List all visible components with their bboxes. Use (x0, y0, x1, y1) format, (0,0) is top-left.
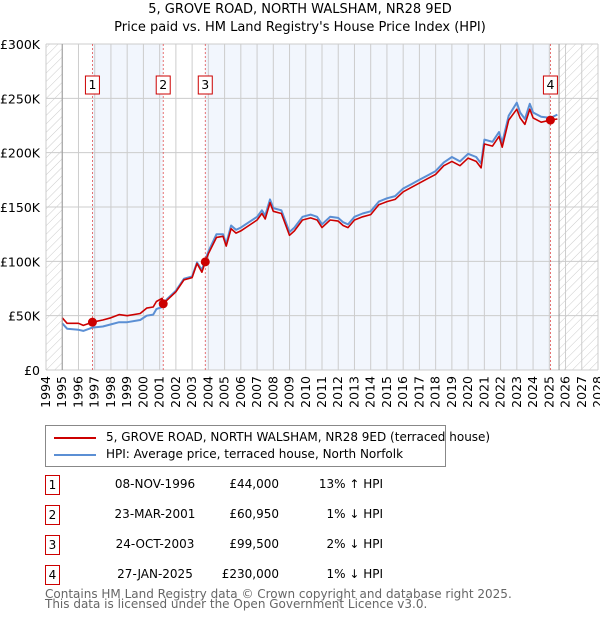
transaction-price: £60,950 (229, 507, 279, 521)
legend-item-hpi: HPI: Average price, terraced house, Nort… (46, 447, 445, 463)
x-tick-label: 2000 (135, 376, 150, 408)
legend-swatch-blue (54, 454, 96, 456)
sale-marker-box (84, 75, 100, 95)
x-tick-label: 2026 (558, 376, 573, 408)
x-tick-label: 2012 (330, 376, 345, 408)
x-tick-label: 2020 (460, 376, 475, 408)
x-tick-label: 2002 (168, 376, 183, 408)
chart-subtitle: Price paid vs. HM Land Registry's House … (114, 20, 486, 35)
x-tick-label: 2014 (363, 376, 378, 408)
y-tick-label: £100K (0, 254, 41, 269)
transaction-row: 4 27-JAN-2025 £230,000 1% ↓ HPI (45, 565, 385, 585)
x-tick-label: 2015 (379, 376, 394, 408)
x-tick-label: 2019 (444, 376, 459, 408)
sale-marker-label: 1 (88, 77, 96, 92)
x-tick-label: 2023 (509, 376, 524, 408)
sale-marker-box (542, 75, 558, 95)
x-tick-label: 1995 (54, 376, 69, 408)
y-tick-label: £50K (8, 309, 41, 324)
footer-attribution: Contains HM Land Registry data © Crown c… (45, 587, 512, 611)
x-tick-label: 2028 (590, 376, 600, 408)
sale-point (158, 299, 168, 309)
transaction-date: 23-MAR-2001 (114, 507, 196, 521)
x-tick-label: 2010 (298, 376, 313, 408)
transaction-price: £230,000 (221, 567, 279, 581)
y-tick-label: £150K (0, 200, 41, 215)
transaction-date: 24-OCT-2003 (115, 537, 195, 551)
transaction-date: 27-JAN-2025 (117, 567, 193, 581)
x-tick-label: 2021 (476, 376, 491, 408)
y-tick-label: £0 (24, 363, 40, 378)
chart-legend: 5, GROVE ROAD, NORTH WALSHAM, NR28 9ED (… (45, 425, 490, 467)
x-tick-label: 2027 (574, 376, 589, 408)
x-tick-label: 2003 (184, 376, 199, 408)
transaction-row: 1 08-NOV-1996 £44,000 13% ↑ HPI (45, 475, 385, 495)
sale-point (87, 317, 97, 327)
transaction-hpi-diff: 1% ↓ HPI (326, 507, 383, 521)
price-paid-line (61, 108, 558, 327)
legend-label: HPI: Average price, terraced house, Nort… (106, 447, 404, 461)
chart-title: 5, GROVE ROAD, NORTH WALSHAM, NR28 9ED (148, 2, 452, 17)
legend-swatch-red (54, 437, 96, 439)
x-tick-label: 1997 (87, 376, 102, 408)
transaction-row: 2 23-MAR-2001 £60,950 1% ↓ HPI (45, 505, 385, 525)
transaction-number: 2 (45, 505, 60, 525)
transaction-date: 08-NOV-1996 (114, 477, 196, 491)
transaction-hpi-diff: 13% ↑ HPI (318, 477, 383, 491)
y-tick-label: £300K (0, 37, 41, 52)
x-tick-label: 1994 (38, 376, 53, 408)
sale-marker-box (197, 75, 213, 95)
x-tick-label: 2016 (395, 376, 410, 408)
x-tick-label: 2001 (152, 376, 167, 408)
price-chart: 5, GROVE ROAD, NORTH WALSHAM, NR28 9ED P… (0, 2, 600, 408)
sale-marker-label: 4 (546, 77, 554, 92)
x-tick-label: 2007 (249, 376, 264, 408)
x-tick-label: 2008 (265, 376, 280, 408)
transaction-price: £44,000 (229, 477, 279, 491)
transaction-price: £99,500 (229, 537, 279, 551)
x-tick-label: 2022 (493, 376, 508, 408)
x-tick-label: 2018 (428, 376, 443, 408)
x-tick-label: 2004 (200, 376, 215, 408)
x-tick-label: 2013 (346, 376, 361, 408)
sale-marker-label: 3 (201, 77, 209, 92)
sale-point (200, 257, 210, 267)
legend-label: 5, GROVE ROAD, NORTH WALSHAM, NR28 9ED (… (106, 430, 491, 444)
y-tick-label: £250K (0, 91, 41, 106)
transaction-number: 4 (45, 565, 60, 585)
x-tick-label: 2005 (217, 376, 232, 408)
footer-line: This data is licensed under the Open Gov… (45, 597, 428, 611)
sale-point (545, 115, 555, 125)
x-tick-label: 2017 (411, 376, 426, 408)
x-tick-label: 2024 (525, 376, 540, 408)
sale-marker-box (155, 75, 171, 95)
transaction-row: 3 24-OCT-2003 £99,500 2% ↓ HPI (45, 535, 385, 555)
x-tick-label: 1999 (119, 376, 134, 408)
x-tick-label: 2025 (541, 376, 556, 408)
transaction-number: 3 (45, 535, 60, 555)
legend-item-property: 5, GROVE ROAD, NORTH WALSHAM, NR28 9ED (… (46, 430, 490, 446)
footer-line: Contains HM Land Registry data © Crown c… (45, 587, 512, 601)
transaction-hpi-diff: 2% ↓ HPI (326, 537, 383, 551)
y-tick-label: £200K (0, 146, 41, 161)
transaction-hpi-diff: 1% ↓ HPI (326, 567, 383, 581)
x-tick-label: 1996 (70, 376, 85, 408)
x-tick-label: 2006 (233, 376, 248, 408)
sale-marker-label: 2 (159, 77, 167, 92)
x-tick-label: 1998 (103, 376, 118, 408)
x-tick-label: 2009 (282, 376, 297, 408)
x-tick-label: 2011 (314, 376, 329, 408)
transaction-number: 1 (45, 475, 60, 495)
